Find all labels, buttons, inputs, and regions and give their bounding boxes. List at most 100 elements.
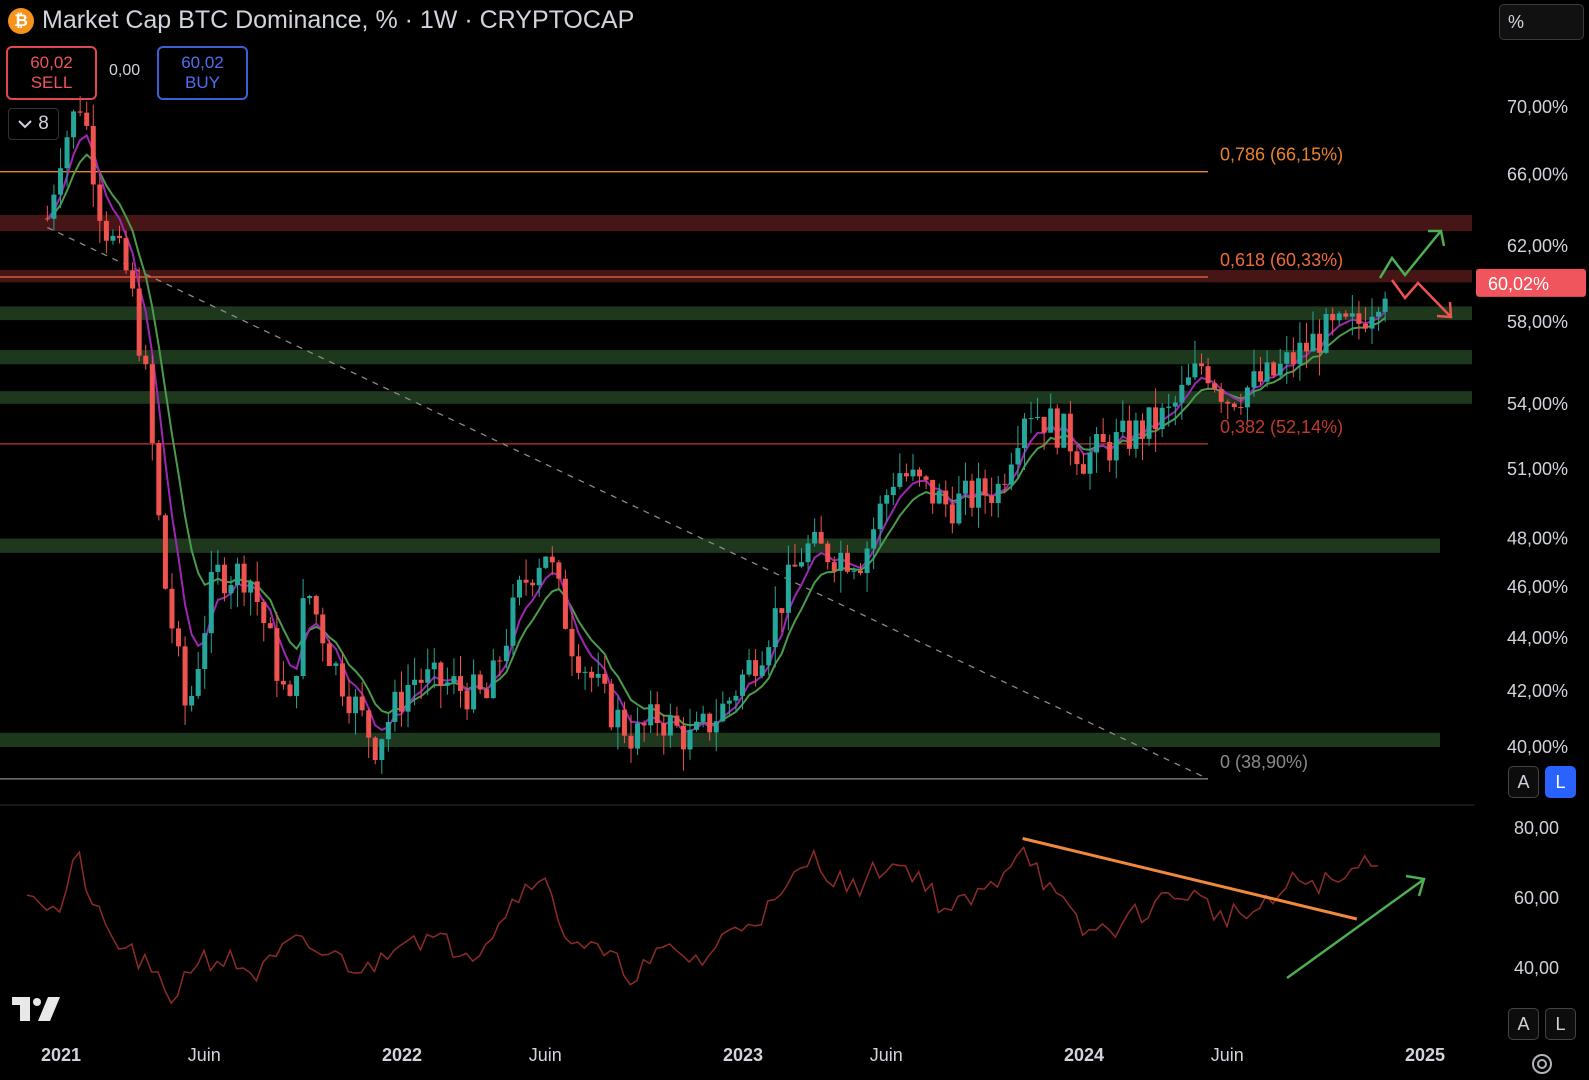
candle-body xyxy=(805,543,811,563)
candle-body xyxy=(1317,333,1323,353)
rsi-log-scale-button[interactable]: L xyxy=(1545,1008,1576,1040)
candle-body xyxy=(44,218,50,220)
candle-body xyxy=(1225,401,1231,404)
time-tick-label: 2022 xyxy=(382,1045,422,1065)
time-tick-label: Juin xyxy=(1211,1045,1244,1065)
rsi-auto-scale-button[interactable]: A xyxy=(1508,1008,1539,1040)
candle-body xyxy=(851,570,857,572)
buy-price: 60,02 xyxy=(181,53,224,72)
candle-body xyxy=(1376,311,1382,317)
candle-body xyxy=(549,556,555,563)
candle-body xyxy=(976,478,982,508)
candle-body xyxy=(398,691,404,712)
chart-title-bar: ₿ Market Cap BTC Dominance, % · 1W · CRY… xyxy=(8,6,634,35)
candle-body xyxy=(1139,420,1145,439)
candle-body xyxy=(143,355,149,365)
candle-body xyxy=(261,602,267,624)
unit-selector[interactable]: % xyxy=(1499,4,1584,40)
candle-body xyxy=(438,662,444,686)
candle-body xyxy=(680,725,686,750)
candle-body xyxy=(228,585,234,594)
candle-body xyxy=(654,704,660,724)
candle-body xyxy=(1061,413,1067,448)
candle-body xyxy=(57,168,63,195)
candle-body xyxy=(1303,342,1309,352)
candle-body xyxy=(1284,352,1290,364)
candle-body xyxy=(713,721,719,733)
time-tick-label: 2023 xyxy=(723,1045,763,1065)
price-tick-label: 62,00% xyxy=(1507,236,1568,256)
time-tick-label: Juin xyxy=(870,1045,903,1065)
candle-body xyxy=(77,111,83,113)
sell-price: 60,02 xyxy=(30,53,73,72)
sell-button[interactable]: 60,02 SELL xyxy=(6,46,97,100)
buy-button[interactable]: 60,02 BUY xyxy=(157,46,248,100)
settings-gear-icon[interactable] xyxy=(1530,1052,1554,1076)
candle-body xyxy=(97,184,103,221)
candles-group xyxy=(44,96,1388,774)
candle-body xyxy=(90,125,96,185)
candle-body xyxy=(943,490,949,505)
dashed-trendline xyxy=(47,226,1209,780)
candle-body xyxy=(477,674,483,690)
price-tick-label: 48,00% xyxy=(1507,528,1568,548)
candle-body xyxy=(248,581,254,593)
candle-body xyxy=(989,495,995,504)
candle-body xyxy=(877,503,883,530)
candle-body xyxy=(831,562,837,571)
candle-body xyxy=(444,682,450,686)
candle-body xyxy=(280,680,286,685)
candle-body xyxy=(1008,464,1014,485)
candle-body xyxy=(726,700,732,704)
candle-body xyxy=(556,562,562,579)
indicators-count: 8 xyxy=(38,113,49,134)
candle-body xyxy=(385,721,391,740)
candle-body xyxy=(326,643,332,666)
candle-body xyxy=(103,220,109,241)
candle-body xyxy=(51,194,57,219)
candle-body xyxy=(1153,407,1159,430)
log-scale-button[interactable]: L xyxy=(1545,766,1576,798)
candle-body xyxy=(818,531,824,544)
candle-body xyxy=(1244,387,1250,408)
candle-body xyxy=(1330,313,1336,321)
candle-body xyxy=(536,567,542,586)
chevron-down-icon xyxy=(18,120,32,129)
candle-body xyxy=(635,723,641,749)
candle-body xyxy=(1238,407,1244,409)
candle-body xyxy=(123,238,129,271)
candle-body xyxy=(1231,403,1237,408)
candle-body xyxy=(1087,452,1093,474)
candle-body xyxy=(1212,383,1218,390)
candle-body xyxy=(930,479,936,504)
candle-body xyxy=(661,723,667,736)
candle-body xyxy=(300,598,306,677)
candle-body xyxy=(287,684,293,696)
candle-body xyxy=(235,563,241,586)
indicators-collapse-button[interactable]: 8 xyxy=(8,108,59,140)
candle-body xyxy=(1113,432,1119,461)
candle-body xyxy=(1028,418,1034,420)
candle-body xyxy=(490,660,496,699)
sell-label: SELL xyxy=(30,73,73,92)
candle-body xyxy=(687,729,693,750)
time-tick-label: 2025 xyxy=(1405,1045,1445,1065)
support-zone xyxy=(0,350,1472,365)
candle-body xyxy=(825,543,831,563)
price-tick-label: 46,00% xyxy=(1507,577,1568,597)
candle-body xyxy=(418,679,424,683)
candle-body xyxy=(1185,377,1191,385)
candle-body xyxy=(858,570,864,574)
candle-body xyxy=(1264,362,1270,382)
tradingview-logo xyxy=(12,997,60,1021)
candle-body xyxy=(64,137,70,169)
candle-body xyxy=(569,628,575,657)
auto-scale-button[interactable]: A xyxy=(1508,766,1539,798)
candle-body xyxy=(359,696,365,711)
bullish-scenario-arrow xyxy=(1378,231,1441,279)
candle-body xyxy=(307,596,313,599)
fib-label: 0,618 (60,33%) xyxy=(1220,250,1343,270)
candle-body xyxy=(543,556,549,568)
candle-body xyxy=(798,562,804,567)
